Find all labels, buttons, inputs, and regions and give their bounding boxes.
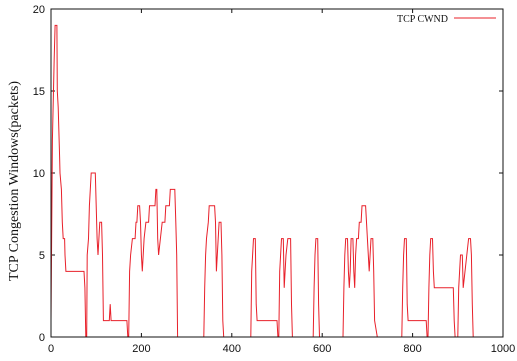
x-tick-label: 0 [48, 343, 54, 355]
y-tick-label: 10 [33, 168, 45, 180]
x-tick-label: 600 [313, 343, 331, 355]
legend-label: TCP CWND [397, 14, 448, 25]
plot-frame [50, 8, 504, 338]
x-tick-label: 200 [132, 343, 150, 355]
x-axis-ticks: 0 200 400 600 800 1000 [48, 9, 515, 355]
y-tick-label: 20 [33, 4, 45, 16]
y-tick-label: 0 [39, 332, 45, 344]
x-tick-label: 800 [403, 343, 421, 355]
series-line-tcp-cwnd [50, 24, 503, 338]
series-layer [50, 24, 503, 338]
legend: TCP CWND [397, 14, 496, 25]
y-tick-label: 5 [39, 250, 45, 262]
x-tick-label: 1000 [491, 343, 515, 355]
x-tick-label: 400 [223, 343, 241, 355]
y-axis-title: TCP Congestion Windows(packets) [7, 81, 22, 281]
y-tick-label: 15 [33, 86, 45, 98]
